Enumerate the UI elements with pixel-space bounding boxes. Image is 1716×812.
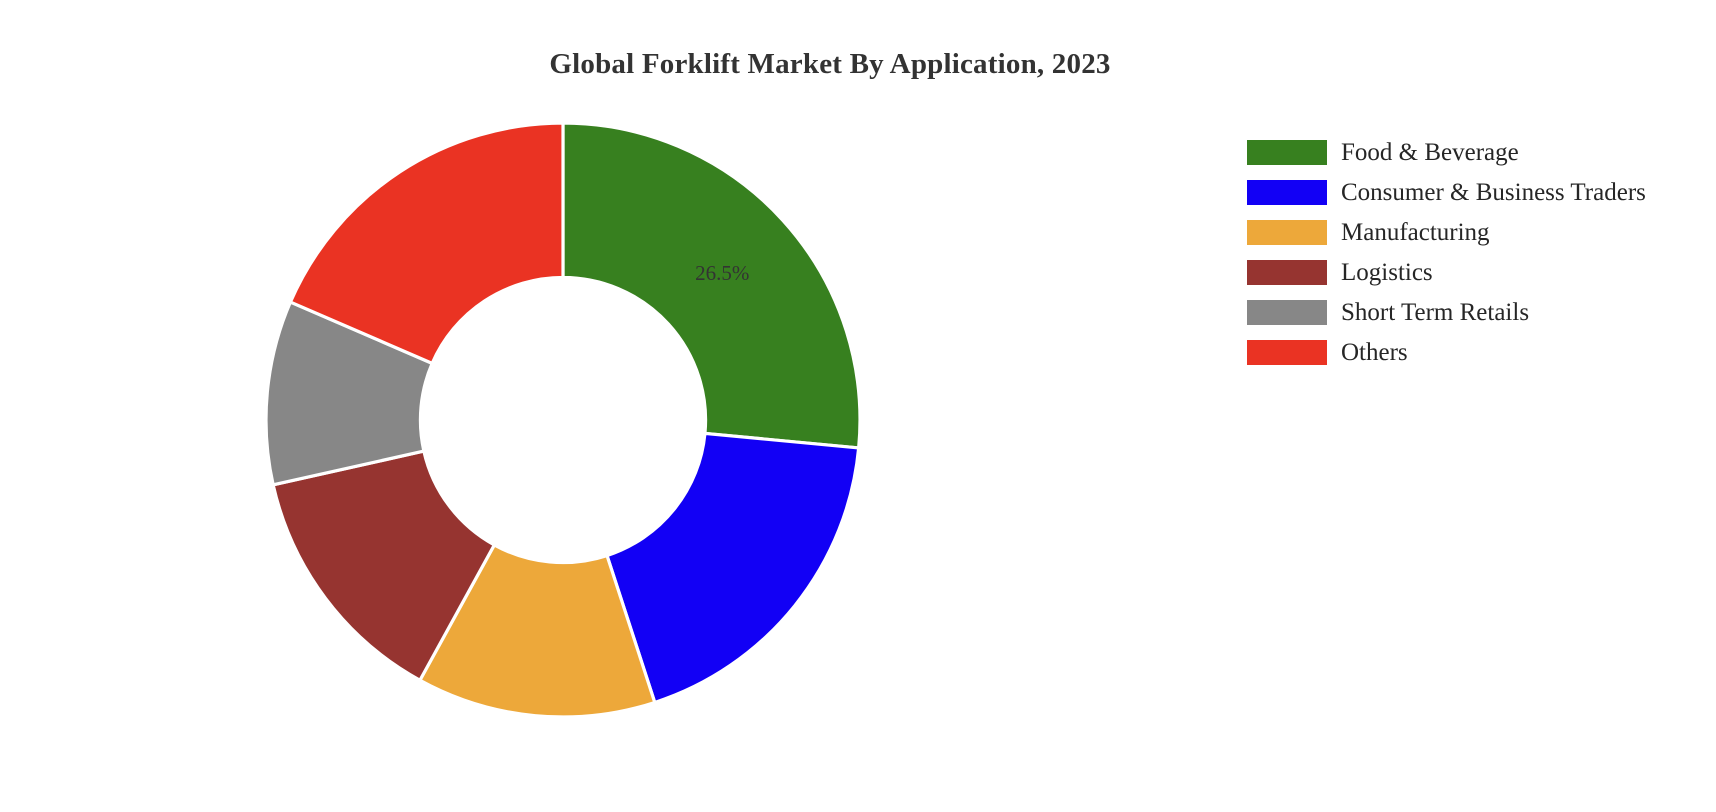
legend-item-label: Others — [1341, 338, 1408, 366]
donut-chart-svg: 26.5% — [265, 122, 861, 718]
legend-item-food-beverage[interactable]: Food & Beverage — [1247, 132, 1677, 172]
legend-swatch-icon — [1247, 259, 1327, 285]
legend-swatch-icon — [1247, 339, 1327, 365]
page-title: Global Forklift Market By Application, 2… — [549, 48, 1111, 80]
donut-chart: 26.5% — [265, 122, 861, 718]
legend-item-logistics[interactable]: Logistics — [1247, 252, 1677, 292]
pie-slice-manufacturing[interactable] — [417, 542, 657, 718]
legend-item-label: Short Term Retails — [1341, 298, 1530, 326]
legend-item-label: Logistics — [1341, 258, 1433, 286]
legend-item-label: Food & Beverage — [1341, 138, 1519, 166]
legend-swatch-icon — [1247, 139, 1327, 165]
pie-slice-others[interactable] — [288, 122, 565, 366]
legend: Food & Beverage Consumer & Business Trade… — [1247, 132, 1677, 372]
pie-slice-group — [265, 122, 861, 718]
pie-slice-food-beverage[interactable] — [561, 122, 861, 450]
legend-item-others[interactable]: Others — [1247, 332, 1677, 372]
legend-item-label: Consumer & Business Traders — [1341, 178, 1646, 206]
legend-item-manufacturing[interactable]: Manufacturing — [1247, 212, 1677, 252]
legend-item-short-term-retails[interactable]: Short Term Retails — [1247, 292, 1677, 332]
pie-slice-consumer-business-traders[interactable] — [605, 431, 861, 705]
legend-item-consumer-business-traders[interactable]: Consumer & Business Traders — [1247, 172, 1677, 212]
pie-slice-logistics[interactable] — [271, 449, 497, 683]
legend-swatch-icon — [1247, 299, 1327, 325]
legend-item-label: Manufacturing — [1341, 218, 1490, 246]
legend-swatch-icon — [1247, 219, 1327, 245]
legend-swatch-icon — [1247, 179, 1327, 205]
pie-slice-value-label: 26.5% — [695, 261, 749, 285]
pie-slice-label-group: 26.5% — [695, 261, 749, 285]
